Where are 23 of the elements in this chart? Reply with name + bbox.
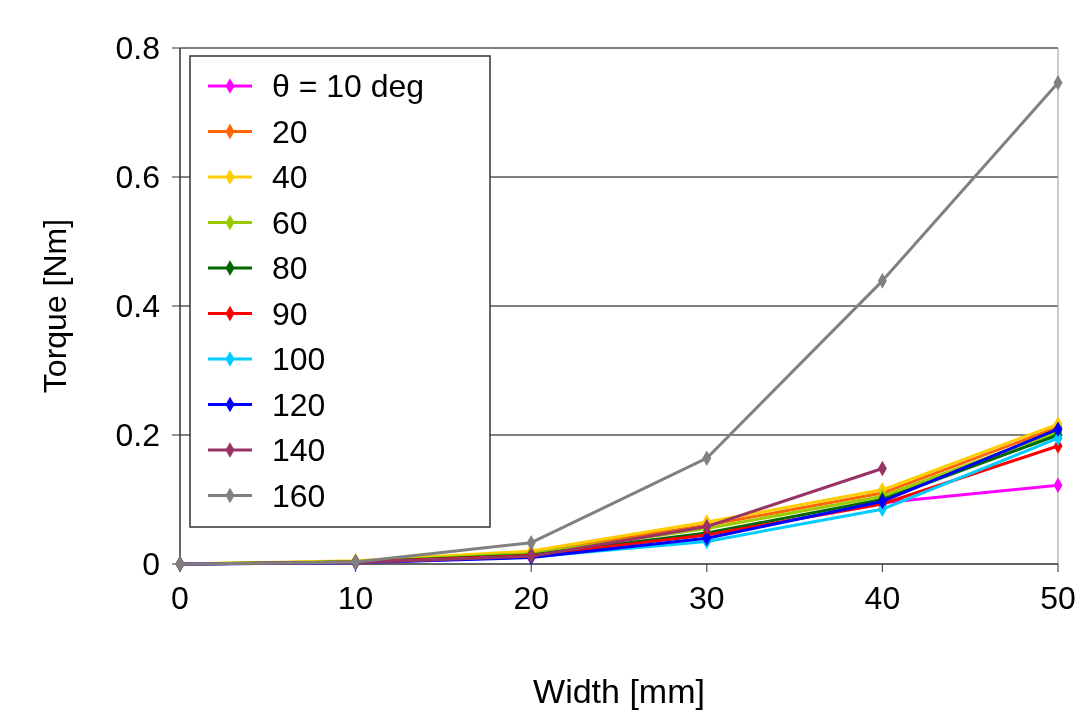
legend-label: 120 — [272, 386, 326, 423]
legend-label: 40 — [272, 159, 308, 195]
x-tick-label: 20 — [513, 580, 549, 616]
legend-label: 100 — [272, 341, 326, 377]
y-tick-label: 0.2 — [115, 417, 160, 453]
y-tick-label: 0 — [142, 546, 160, 582]
x-tick-label: 40 — [864, 580, 901, 616]
y-tick-label: 0.8 — [115, 30, 160, 66]
y-tick-label: 0.6 — [115, 159, 160, 195]
legend-label: 60 — [272, 204, 308, 241]
y-tick-label: 0.4 — [115, 288, 160, 324]
legend-label: 20 — [272, 113, 308, 150]
legend-label: 140 — [272, 432, 326, 468]
y-axis-title: Torque [Nm] — [37, 218, 73, 394]
legend-label: θ = 10 deg — [272, 68, 425, 104]
x-tick-label: 30 — [689, 580, 725, 616]
x-tick-label: 50 — [1040, 580, 1076, 616]
x-axis-title: Width [mm] — [533, 672, 705, 710]
legend-label: 80 — [272, 250, 308, 286]
legend-label: 160 — [272, 477, 326, 514]
legend-label: 90 — [272, 295, 308, 332]
x-tick-label: 10 — [337, 580, 374, 616]
x-tick-label: 0 — [171, 580, 189, 616]
